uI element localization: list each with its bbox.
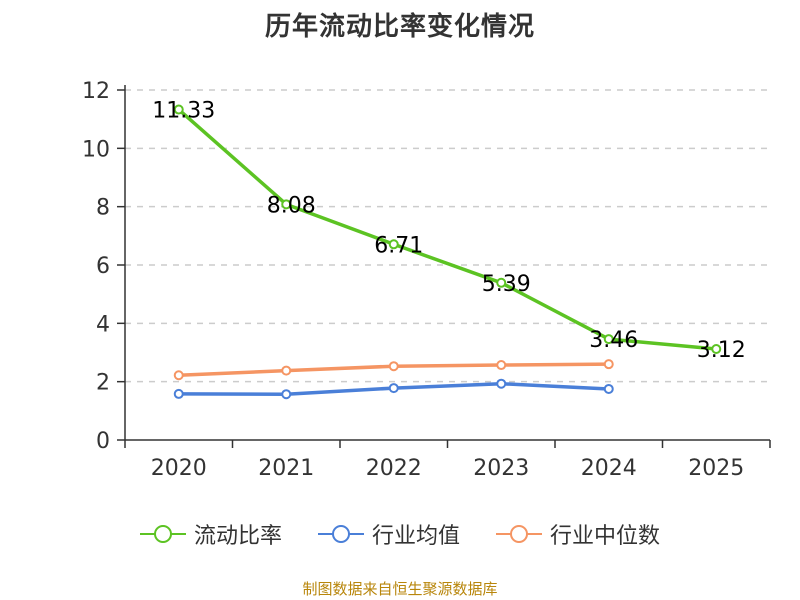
legend-item-industry-mean[interactable]: 行业均值 bbox=[317, 518, 460, 550]
chart-title: 历年流动比率变化情况 bbox=[264, 12, 535, 42]
data-label: 3.46 bbox=[589, 328, 638, 353]
data-point bbox=[173, 388, 184, 399]
gridlines bbox=[125, 89, 770, 383]
legend-marker-icon bbox=[317, 525, 364, 543]
data-label: 5.39 bbox=[482, 272, 531, 297]
data-point bbox=[603, 359, 614, 370]
source-note: 制图数据来自恒生聚源数据库 bbox=[302, 580, 498, 598]
series-points bbox=[173, 104, 722, 400]
data-point bbox=[496, 378, 507, 389]
y-tick-label: 10 bbox=[82, 137, 110, 162]
data-point bbox=[388, 361, 399, 372]
legend-label: 流动比率 bbox=[193, 524, 282, 549]
x-tick-label: 2021 bbox=[258, 456, 314, 481]
data-point bbox=[711, 344, 722, 354]
data-label: 6.71 bbox=[374, 233, 423, 258]
x-tick-label: 2020 bbox=[151, 456, 207, 481]
series-line bbox=[177, 108, 717, 351]
legend-label: 行业均值 bbox=[371, 524, 460, 549]
data-point bbox=[496, 277, 507, 288]
legend-item-industry-median[interactable]: 行业中位数 bbox=[496, 518, 660, 550]
legend-marker-icon bbox=[496, 525, 542, 543]
y-tick-label: 12 bbox=[82, 79, 110, 104]
data-labels: 11.33 8.08 6.71 5.39 3.46 3.12 bbox=[152, 99, 745, 363]
legend: 流动比率 行业均值 行业中位数 bbox=[0, 518, 800, 550]
data-point bbox=[603, 383, 614, 394]
data-point bbox=[388, 239, 399, 250]
y-tick-label: 6 bbox=[96, 254, 110, 279]
y-tick-label: 4 bbox=[96, 312, 110, 337]
data-point bbox=[281, 365, 292, 376]
legend-label: 行业中位数 bbox=[550, 524, 661, 549]
x-tick-label: 2023 bbox=[473, 456, 529, 481]
data-point bbox=[173, 104, 184, 115]
data-point bbox=[388, 383, 399, 394]
y-tick-label: 2 bbox=[96, 371, 110, 396]
y-tick-label: 8 bbox=[96, 196, 110, 221]
data-point bbox=[496, 360, 507, 371]
x-tick-label: 2025 bbox=[688, 456, 744, 481]
y-tick-label: 0 bbox=[96, 429, 110, 454]
data-point bbox=[281, 389, 292, 400]
legend-item-current-ratio[interactable]: 流动比率 bbox=[139, 518, 282, 550]
tick-labels: 0 2 4 6 8 10 12 2020 2021 2022 2023 2024 2025 bbox=[82, 79, 744, 481]
x-tick-label: 2024 bbox=[581, 456, 637, 481]
data-label: 8.08 bbox=[267, 193, 316, 218]
axes bbox=[117, 85, 771, 448]
legend-marker-icon bbox=[139, 525, 186, 543]
data-point bbox=[603, 334, 614, 345]
data-point bbox=[281, 199, 292, 210]
data-point bbox=[173, 370, 184, 381]
data-label: 11.33 bbox=[152, 99, 215, 124]
data-label: 3.12 bbox=[697, 338, 746, 363]
x-tick-label: 2022 bbox=[366, 456, 422, 481]
